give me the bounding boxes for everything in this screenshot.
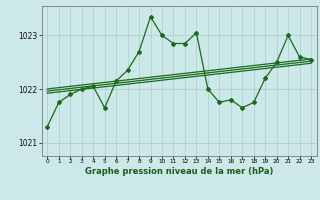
X-axis label: Graphe pression niveau de la mer (hPa): Graphe pression niveau de la mer (hPa) [85,167,273,176]
